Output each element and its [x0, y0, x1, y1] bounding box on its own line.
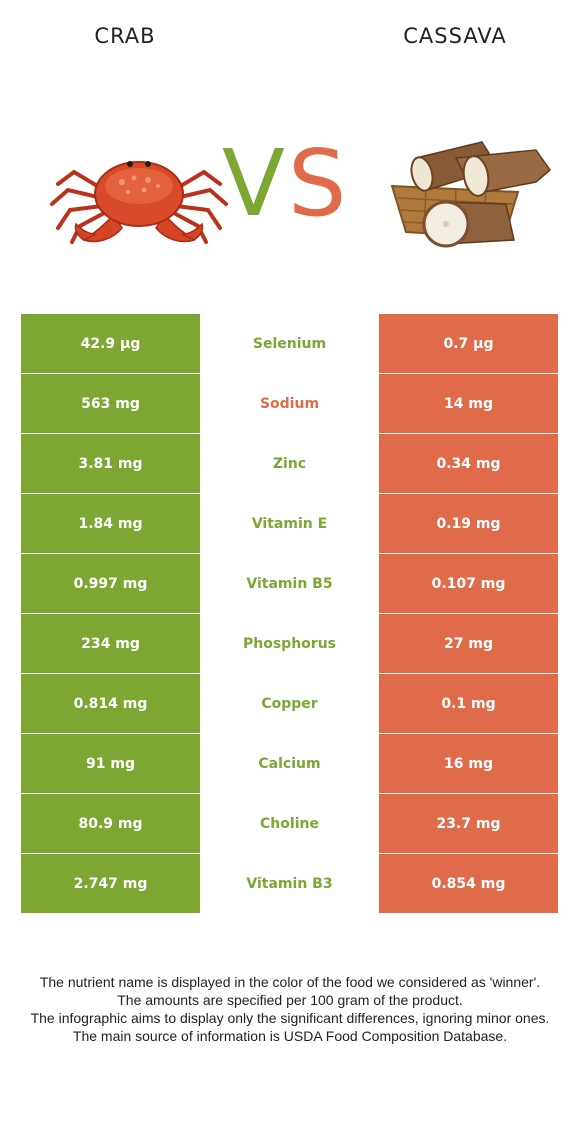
crab-value: 3.81 mg — [21, 434, 200, 493]
crab-value: 80.9 mg — [21, 794, 200, 853]
table-row: 0.997 mg Vitamin B5 0.107 mg — [21, 554, 558, 613]
cassava-value: 23.7 mg — [379, 794, 558, 853]
nutrient-name: Vitamin B5 — [200, 554, 379, 613]
nutrient-name: Choline — [200, 794, 379, 853]
cassava-value: 0.34 mg — [379, 434, 558, 493]
crab-value: 1.84 mg — [21, 494, 200, 553]
vs-mark: V S — [222, 134, 352, 234]
footnote-data-source: The main source of information is USDA F… — [72, 1028, 508, 1044]
nutrient-name: Selenium — [200, 314, 379, 373]
cassava-value: 27 mg — [379, 614, 558, 673]
table-row: 1.84 mg Vitamin E 0.19 mg — [21, 494, 558, 553]
vs-letter-v: V — [222, 130, 285, 237]
nutrient-name: Calcium — [200, 734, 379, 793]
crab-value: 563 mg — [21, 374, 200, 433]
cassava-value: 0.1 mg — [379, 674, 558, 733]
cassava-title: CASSAVA — [403, 24, 507, 48]
nutrient-name: Sodium — [200, 374, 379, 433]
cassava-value: 0.854 mg — [379, 854, 558, 913]
crab-value: 0.997 mg — [21, 554, 200, 613]
crab-value: 91 mg — [21, 734, 200, 793]
crab-value: 234 mg — [21, 614, 200, 673]
crab-image — [50, 161, 228, 244]
crab-value: 0.814 mg — [21, 674, 200, 733]
table-row: 42.9 µg Selenium 0.7 µg — [21, 314, 558, 373]
table-row: 3.81 mg Zinc 0.34 mg — [21, 434, 558, 493]
table-row: 91 mg Calcium 16 mg — [21, 734, 558, 793]
comparison-table: 42.9 µg Selenium 0.7 µg 563 mg Sodium 14 mg 3.… — [21, 314, 558, 914]
footnote-amount-basis: The amounts are specified per 100 gram o… — [117, 992, 463, 1008]
nutrient-name: Vitamin E — [200, 494, 379, 553]
nutrient-name: Zinc — [200, 434, 379, 493]
cassava-value: 0.19 mg — [379, 494, 558, 553]
nutrient-name: Phosphorus — [200, 614, 379, 673]
footnote-winner-color: The nutrient name is displayed in the co… — [39, 974, 541, 990]
cassava-value: 0.107 mg — [379, 554, 558, 613]
table-row: 563 mg Sodium 14 mg — [21, 374, 558, 433]
vs-letter-s: S — [288, 130, 347, 237]
crab-title: CRAB — [94, 24, 156, 48]
footnotes: The nutrient name is displayed in the co… — [20, 973, 560, 1045]
crab-value: 2.747 mg — [21, 854, 200, 913]
table-row: 80.9 mg Choline 23.7 mg — [21, 794, 558, 853]
nutrient-name: Copper — [200, 674, 379, 733]
cassava-value: 16 mg — [379, 734, 558, 793]
cassava-value: 14 mg — [379, 374, 558, 433]
cassava-basket-image — [390, 141, 552, 248]
table-row: 2.747 mg Vitamin B3 0.854 mg — [21, 854, 558, 913]
nutrient-name: Vitamin B3 — [200, 854, 379, 913]
footnote-significant-differences: The infographic aims to display only the… — [30, 1010, 550, 1026]
crab-value: 42.9 µg — [21, 314, 200, 373]
cassava-value: 0.7 µg — [379, 314, 558, 373]
table-row: 0.814 mg Copper 0.1 mg — [21, 674, 558, 733]
table-row: 234 mg Phosphorus 27 mg — [21, 614, 558, 673]
